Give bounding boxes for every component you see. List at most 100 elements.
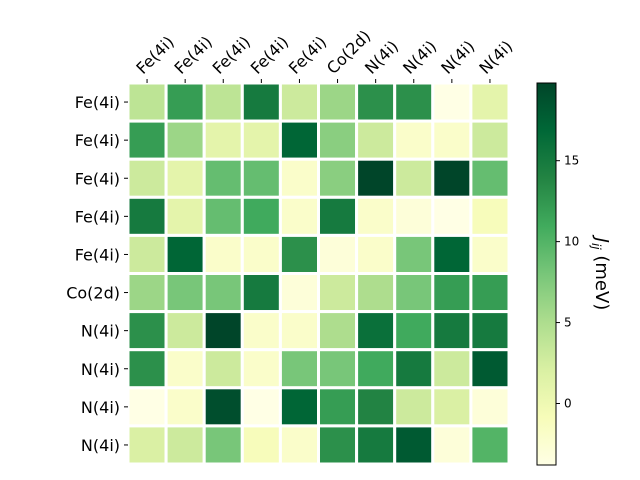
heatmap-cell <box>393 195 435 237</box>
heatmap-cell <box>240 233 282 275</box>
heatmap-cell <box>278 386 320 428</box>
heatmap-cell <box>240 157 282 199</box>
heatmap-cell <box>164 272 206 314</box>
heatmap-cell <box>469 119 511 161</box>
colorbar-label: Jij (meV) <box>589 235 612 311</box>
heatmap-cell <box>317 119 359 161</box>
column-label: Fe(4i) <box>171 32 216 77</box>
heatmap-cell <box>278 348 320 390</box>
row-label: Fe(4i) <box>75 245 120 264</box>
heatmap-cell <box>164 424 206 466</box>
heatmap-cell <box>431 157 473 199</box>
heatmap-cell <box>126 272 168 314</box>
heatmap-cell <box>240 81 282 123</box>
heatmap-cell <box>164 81 206 123</box>
heatmap-cell <box>240 119 282 161</box>
heatmap-cell <box>393 386 435 428</box>
heatmap-cell <box>278 81 320 123</box>
heatmap-cell <box>202 424 244 466</box>
row-label: N(4i) <box>81 322 120 341</box>
heatmap-cell <box>278 119 320 161</box>
heatmap-cell <box>355 157 397 199</box>
heatmap-cell <box>202 233 244 275</box>
column-labels: Fe(4i)Fe(4i)Fe(4i)Fe(4i)Fe(4i)Co(2d)N(4i… <box>132 26 516 83</box>
row-label: Fe(4i) <box>75 131 120 150</box>
heatmap-cell <box>317 348 359 390</box>
heatmap-cell <box>355 386 397 428</box>
row-label: Fe(4i) <box>75 207 120 226</box>
heatmap-cell <box>469 310 511 352</box>
heatmap-cell <box>202 195 244 237</box>
colorbar-gradient <box>536 82 557 466</box>
heatmap-cell <box>202 348 244 390</box>
colorbar-tick-label: 10 <box>564 235 579 249</box>
heatmap-cell <box>126 81 168 123</box>
heatmap-cell <box>393 81 435 123</box>
heatmap-cell <box>126 157 168 199</box>
heatmap-cell <box>278 310 320 352</box>
row-label: Co(2d) <box>66 284 120 303</box>
heatmap-cell <box>393 157 435 199</box>
heatmap-cell <box>355 195 397 237</box>
heatmap-cell <box>240 424 282 466</box>
heatmap-cell <box>126 386 168 428</box>
heatmap-cell <box>278 195 320 237</box>
column-label: Fe(4i) <box>247 32 292 77</box>
heatmap-cell <box>126 310 168 352</box>
heatmap-cells <box>126 81 511 466</box>
column-label: Fe(4i) <box>285 32 330 77</box>
row-label: N(4i) <box>81 398 120 417</box>
heatmap-cell <box>317 272 359 314</box>
heatmap-cell <box>355 348 397 390</box>
heatmap-cell <box>469 195 511 237</box>
column-label: Fe(4i) <box>209 32 254 77</box>
heatmap-cell <box>393 424 435 466</box>
heatmap-cell <box>469 272 511 314</box>
heatmap-cell <box>431 424 473 466</box>
heatmap-cell <box>202 386 244 428</box>
heatmap-cell <box>317 81 359 123</box>
row-label: N(4i) <box>81 360 120 379</box>
column-label: N(4i) <box>437 37 478 78</box>
heatmap-cell <box>431 348 473 390</box>
heatmap-cell <box>278 157 320 199</box>
heatmap-cell <box>126 233 168 275</box>
heatmap-cell <box>317 157 359 199</box>
heatmap-cell <box>126 119 168 161</box>
heatmap-cell <box>469 348 511 390</box>
colorbar-tick-label: 0 <box>564 396 572 410</box>
heatmap-cell <box>355 119 397 161</box>
column-label: N(4i) <box>475 37 516 78</box>
heatmap-cell <box>202 310 244 352</box>
row-label: N(4i) <box>81 436 120 455</box>
heatmap-cell <box>431 233 473 275</box>
column-label: N(4i) <box>399 37 440 78</box>
heatmap-cell <box>393 348 435 390</box>
heatmap-cell <box>317 386 359 428</box>
heatmap-cell <box>469 157 511 199</box>
heatmap-cell <box>469 81 511 123</box>
colorbar-tick-label: 5 <box>564 316 572 330</box>
heatmap-cell <box>431 195 473 237</box>
heatmap-cell <box>431 386 473 428</box>
heatmap-cell <box>355 233 397 275</box>
heatmap-cell <box>164 348 206 390</box>
row-label: Fe(4i) <box>75 169 120 188</box>
colorbar-tick-label: 15 <box>564 154 579 168</box>
heatmap-cell <box>393 119 435 161</box>
heatmap-cell <box>355 81 397 123</box>
heatmap-cell <box>317 233 359 275</box>
heatmap-cell <box>164 233 206 275</box>
row-labels: Fe(4i) Fe(4i) Fe(4i) Fe(4i) Fe(4i) Co(2d) N(4i… <box>66 93 128 455</box>
heatmap-cell <box>202 81 244 123</box>
heatmap-cell <box>240 272 282 314</box>
heatmap-cell <box>469 386 511 428</box>
heatmap-cell <box>240 386 282 428</box>
heatmap-cell <box>278 233 320 275</box>
heatmap-cell <box>393 272 435 314</box>
heatmap-cell <box>355 424 397 466</box>
heatmap-cell <box>469 424 511 466</box>
heatmap-cell <box>202 119 244 161</box>
heatmap-cell <box>355 272 397 314</box>
heatmap-cell <box>126 424 168 466</box>
